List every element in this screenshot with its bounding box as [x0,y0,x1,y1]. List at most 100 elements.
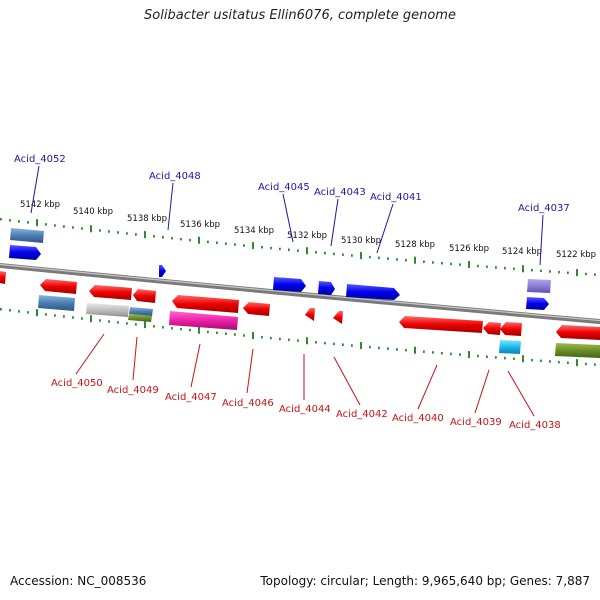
gene-label[interactable]: Acid_4042 [336,409,388,420]
gene-label[interactable]: Acid_4043 [314,187,366,198]
minor-tick [225,332,227,335]
gene-label[interactable]: Acid_4046 [222,398,274,409]
gene-arrow[interactable] [38,295,75,311]
minor-tick [72,226,74,229]
gene-arrow[interactable] [40,279,77,294]
gene-label[interactable]: Acid_4052 [14,154,66,165]
minor-tick [396,348,398,351]
gene-arrow[interactable] [527,279,551,293]
minor-tick [117,321,119,324]
minor-tick [513,357,515,361]
major-tick [414,346,416,354]
major-tick [198,326,200,334]
minor-tick [531,268,533,272]
minor-tick [459,263,461,266]
gene-arrow[interactable] [346,284,400,300]
minor-tick [27,311,29,314]
gene-label[interactable]: Acid_4040 [392,413,444,424]
gene-label[interactable]: Acid_4037 [518,203,570,214]
minor-tick [549,270,551,273]
minor-tick [378,346,380,350]
minor-tick [189,238,191,242]
gene-arrow[interactable] [133,289,156,303]
minor-tick [72,316,74,319]
gene-label[interactable]: Acid_4041 [370,192,422,203]
gene-arrow[interactable] [243,302,270,316]
minor-tick [279,337,281,341]
minor-tick [513,267,515,271]
minor-tick [0,218,2,221]
minor-tick [459,353,461,356]
gene-arrow[interactable] [10,228,44,243]
gene-label[interactable]: Acid_4038 [509,420,561,431]
minor-tick [63,315,65,318]
gene-arrow[interactable] [555,343,600,358]
minor-tick [441,261,443,265]
minor-tick [351,254,353,257]
minor-tick [81,317,83,320]
gene-arrow[interactable] [169,311,238,330]
gene-label[interactable]: Acid_4049 [107,385,159,396]
minor-tick [63,225,65,228]
minor-tick [9,219,11,222]
major-tick [36,309,38,317]
gene-label[interactable]: Acid_4045 [258,182,310,193]
minor-tick [486,265,488,269]
minor-tick [234,333,236,336]
gene-arrow[interactable] [159,265,166,277]
gene-label[interactable]: Acid_4039 [450,417,502,428]
gene-arrow[interactable] [333,311,343,324]
gene-arrow[interactable] [86,303,129,317]
minor-tick [27,221,29,224]
minor-tick [405,258,407,262]
gene-arrow[interactable] [89,285,132,300]
gene-label[interactable]: Acid_4048 [149,171,201,182]
minor-tick [486,355,488,359]
major-tick [306,247,308,255]
minor-tick [369,345,371,349]
gene-label[interactable]: Acid_4050 [51,378,103,389]
minor-tick [216,241,218,245]
major-tick [90,225,92,233]
major-tick [144,231,146,239]
gene-arrow[interactable] [305,308,315,321]
minor-tick [126,232,128,235]
gene-arrow[interactable] [172,295,239,313]
genome-backbone [0,262,600,325]
gene-arrow[interactable] [399,316,483,333]
reverse-gene-labels: Acid_4050 Acid_4049 Acid_4047 Acid_4046 … [51,378,561,431]
minor-tick [333,342,335,346]
gene-arrow[interactable] [483,322,501,335]
scale-label: 5136 kbp [180,220,220,230]
minor-tick [288,248,290,252]
minor-tick [279,247,281,251]
reverse-leader-lines [75,333,535,417]
gene-arrow[interactable] [0,271,6,284]
genome-stats-text: Topology: circular; Length: 9,965,640 bp… [260,574,590,588]
minor-tick [423,260,425,263]
minor-tick [261,245,263,249]
major-tick [252,332,254,340]
minor-tick [171,326,173,330]
gene-arrow[interactable] [500,322,522,336]
minor-tick [270,246,272,250]
minor-tick [342,343,344,346]
gene-label[interactable]: Acid_4044 [279,404,331,415]
gene-arrow[interactable] [499,340,521,354]
minor-tick [81,227,83,230]
gene-arrow[interactable] [273,277,306,292]
gene-arrow[interactable] [9,245,41,260]
forward-strand-genes [9,228,551,310]
minor-tick [243,334,245,337]
gene-arrow[interactable] [318,281,335,295]
gene-arrow[interactable] [128,314,152,322]
gene-label[interactable]: Acid_4047 [165,392,217,403]
minor-tick [207,240,209,244]
scale-label: 5140 kbp [73,207,113,217]
minor-tick [342,253,344,256]
gene-arrow[interactable] [129,307,153,316]
gene-arrow[interactable] [556,325,600,340]
gene-arrow[interactable] [526,297,549,310]
minor-tick [315,341,317,344]
minor-tick [450,262,452,266]
